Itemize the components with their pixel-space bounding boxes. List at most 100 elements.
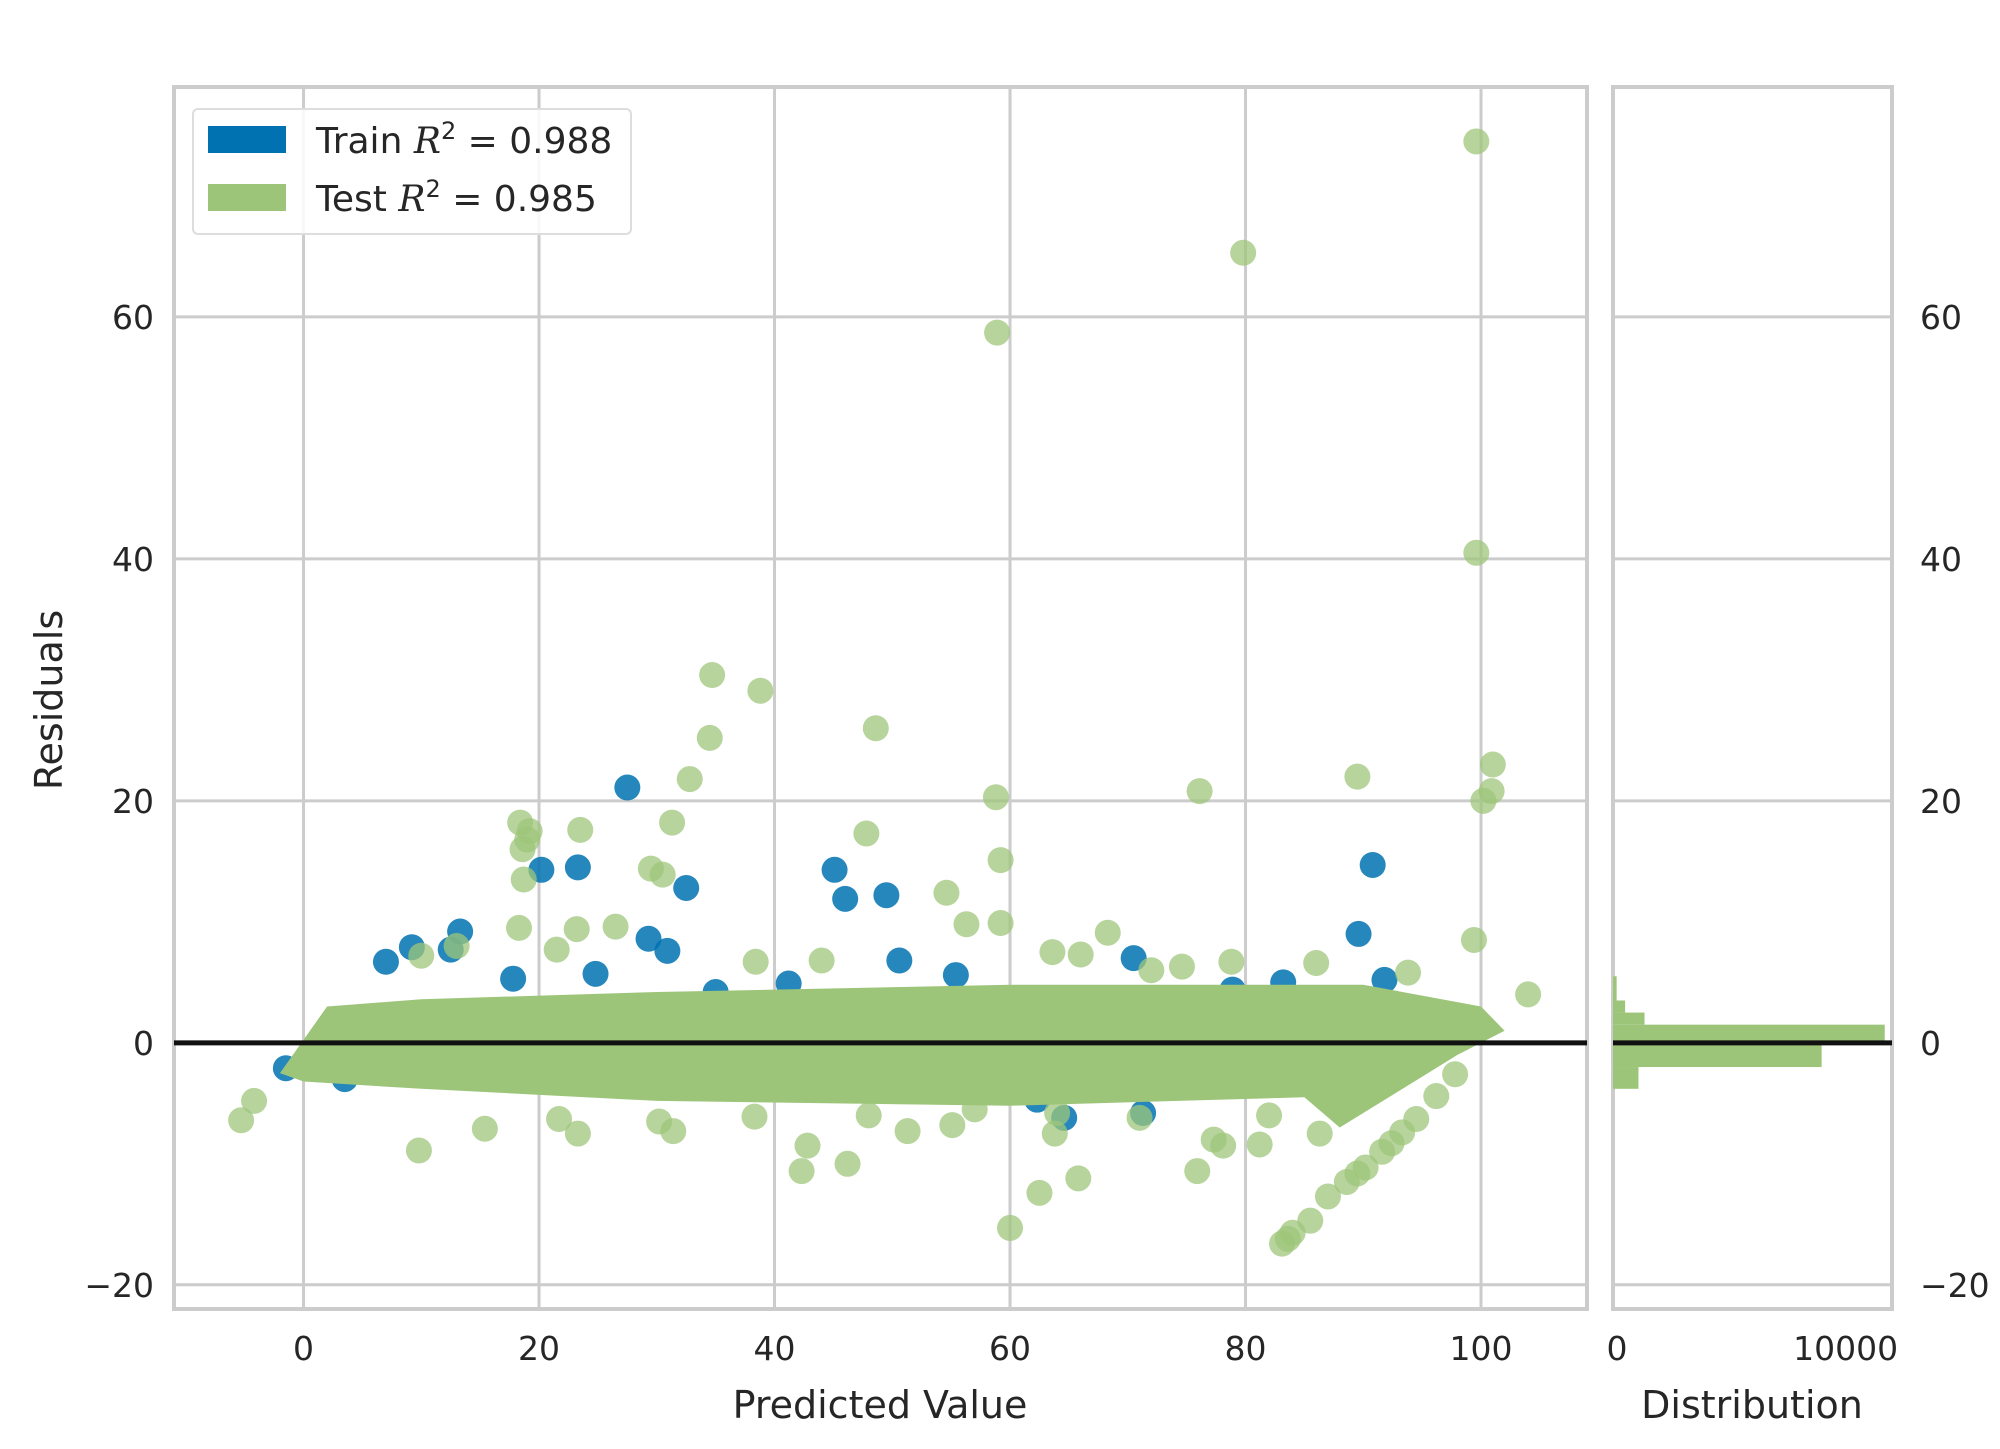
test-point — [506, 914, 533, 941]
test-point — [1067, 941, 1094, 968]
x-tick-label: 60 — [989, 1329, 1031, 1368]
test-point — [228, 1107, 255, 1134]
legend-test-label: Test R2 = 0.985 — [315, 175, 597, 220]
test-point — [1344, 763, 1371, 790]
distribution-y-tick-label: −20 — [1920, 1266, 1990, 1305]
x-tick-label: 80 — [1225, 1329, 1267, 1368]
y-tick-label: −20 — [84, 1266, 154, 1305]
test-point — [741, 1103, 768, 1130]
test-point — [546, 1106, 573, 1133]
legend-test-r2: = 0.985 — [452, 179, 597, 220]
train-point — [564, 854, 591, 881]
test-point — [1314, 1183, 1341, 1210]
test-point — [563, 916, 590, 943]
x-tick-label: 0 — [293, 1329, 314, 1368]
distribution-x-tick-label: 10000 — [1793, 1329, 1898, 1368]
scatter-points — [228, 128, 1542, 1257]
test-point — [987, 910, 1014, 937]
legend-test-name: Test — [315, 179, 398, 220]
distribution-bar — [1613, 976, 1617, 989]
y-tick-label: 0 — [133, 1024, 154, 1063]
distribution-plot-frame — [1611, 85, 1894, 1311]
test-point — [564, 1120, 591, 1147]
test-point — [241, 1087, 268, 1114]
train-point — [635, 925, 662, 952]
train-point — [832, 885, 859, 912]
test-point — [1041, 1120, 1068, 1147]
test-point — [834, 1150, 861, 1177]
test-point — [602, 913, 629, 940]
test-point — [1352, 1154, 1379, 1181]
y-tick-label: 40 — [112, 540, 154, 579]
test-point — [1256, 1102, 1283, 1129]
test-point — [1463, 128, 1490, 155]
test-point — [1306, 1120, 1333, 1147]
test-point — [1423, 1083, 1450, 1110]
distribution-bar — [1613, 1024, 1885, 1043]
test-point — [1303, 949, 1330, 976]
test-point — [997, 1214, 1024, 1241]
x-tick-label: 100 — [1450, 1329, 1513, 1368]
distribution-bars — [1613, 976, 1885, 1089]
test-point — [747, 677, 774, 704]
scatter-gridlines — [174, 87, 1587, 1309]
test-point — [543, 936, 570, 963]
test-point — [408, 942, 435, 969]
test-point — [660, 1118, 687, 1145]
test-point — [1515, 981, 1542, 1008]
test-point — [984, 319, 1011, 346]
test-point — [1168, 953, 1195, 980]
test-point — [939, 1112, 966, 1139]
distribution-y-tick-label: 60 — [1920, 298, 1962, 337]
legend-train-swatch — [208, 126, 286, 153]
test-point — [1470, 787, 1497, 814]
train-point — [1371, 966, 1398, 993]
test-point — [987, 847, 1014, 874]
train-point — [673, 874, 700, 901]
distribution-y-tick-label: 20 — [1920, 782, 1962, 821]
test-point — [1442, 1061, 1469, 1088]
distribution-bar — [1613, 1067, 1639, 1089]
train-point — [372, 948, 399, 975]
test-point — [1138, 957, 1165, 984]
train-point — [614, 774, 641, 801]
distribution-axis-label: Distribution — [1641, 1383, 1863, 1427]
test-point — [894, 1118, 921, 1145]
test-point — [982, 784, 1009, 811]
y-axis-label: Residuals — [27, 610, 71, 790]
distribution-bar — [1613, 1012, 1645, 1025]
test-point — [953, 911, 980, 938]
test-point — [1039, 939, 1066, 966]
test-point — [676, 766, 703, 793]
test-point — [1218, 948, 1245, 975]
test-point — [862, 715, 889, 742]
legend-frame — [192, 108, 632, 235]
train-point — [1345, 920, 1372, 947]
train-point — [942, 962, 969, 989]
x-axis-label: Predicted Value — [733, 1383, 1028, 1427]
test-point — [649, 861, 676, 888]
distribution-panel: 0 10000 −20 0 20 40 60 Distribution — [1607, 85, 1990, 1427]
test-point — [696, 724, 723, 751]
test-point-cluster — [279, 984, 1505, 1128]
legend: Train R2 = 0.988 Test R2 = 0.985 — [192, 108, 632, 235]
test-point — [933, 879, 960, 906]
distribution-x-tick-labels: 0 10000 — [1607, 1329, 1899, 1368]
legend-test-swatch — [208, 184, 286, 211]
test-point — [510, 866, 537, 893]
legend-train-label: Train R2 = 0.988 — [315, 117, 612, 162]
test-point — [509, 836, 536, 863]
x-tick-labels: 0 20 40 60 80 100 — [293, 1329, 1513, 1368]
test-point — [443, 933, 470, 960]
x-tick-label: 20 — [518, 1329, 560, 1368]
legend-train-name: Train — [315, 121, 414, 162]
test-point — [794, 1132, 821, 1159]
test-point — [1460, 926, 1487, 953]
distribution-bar — [1613, 1000, 1626, 1013]
legend-train-r2: = 0.988 — [468, 121, 613, 162]
train-point — [654, 937, 681, 964]
distribution-y-tick-label: 40 — [1920, 540, 1962, 579]
test-point — [1297, 1207, 1324, 1234]
